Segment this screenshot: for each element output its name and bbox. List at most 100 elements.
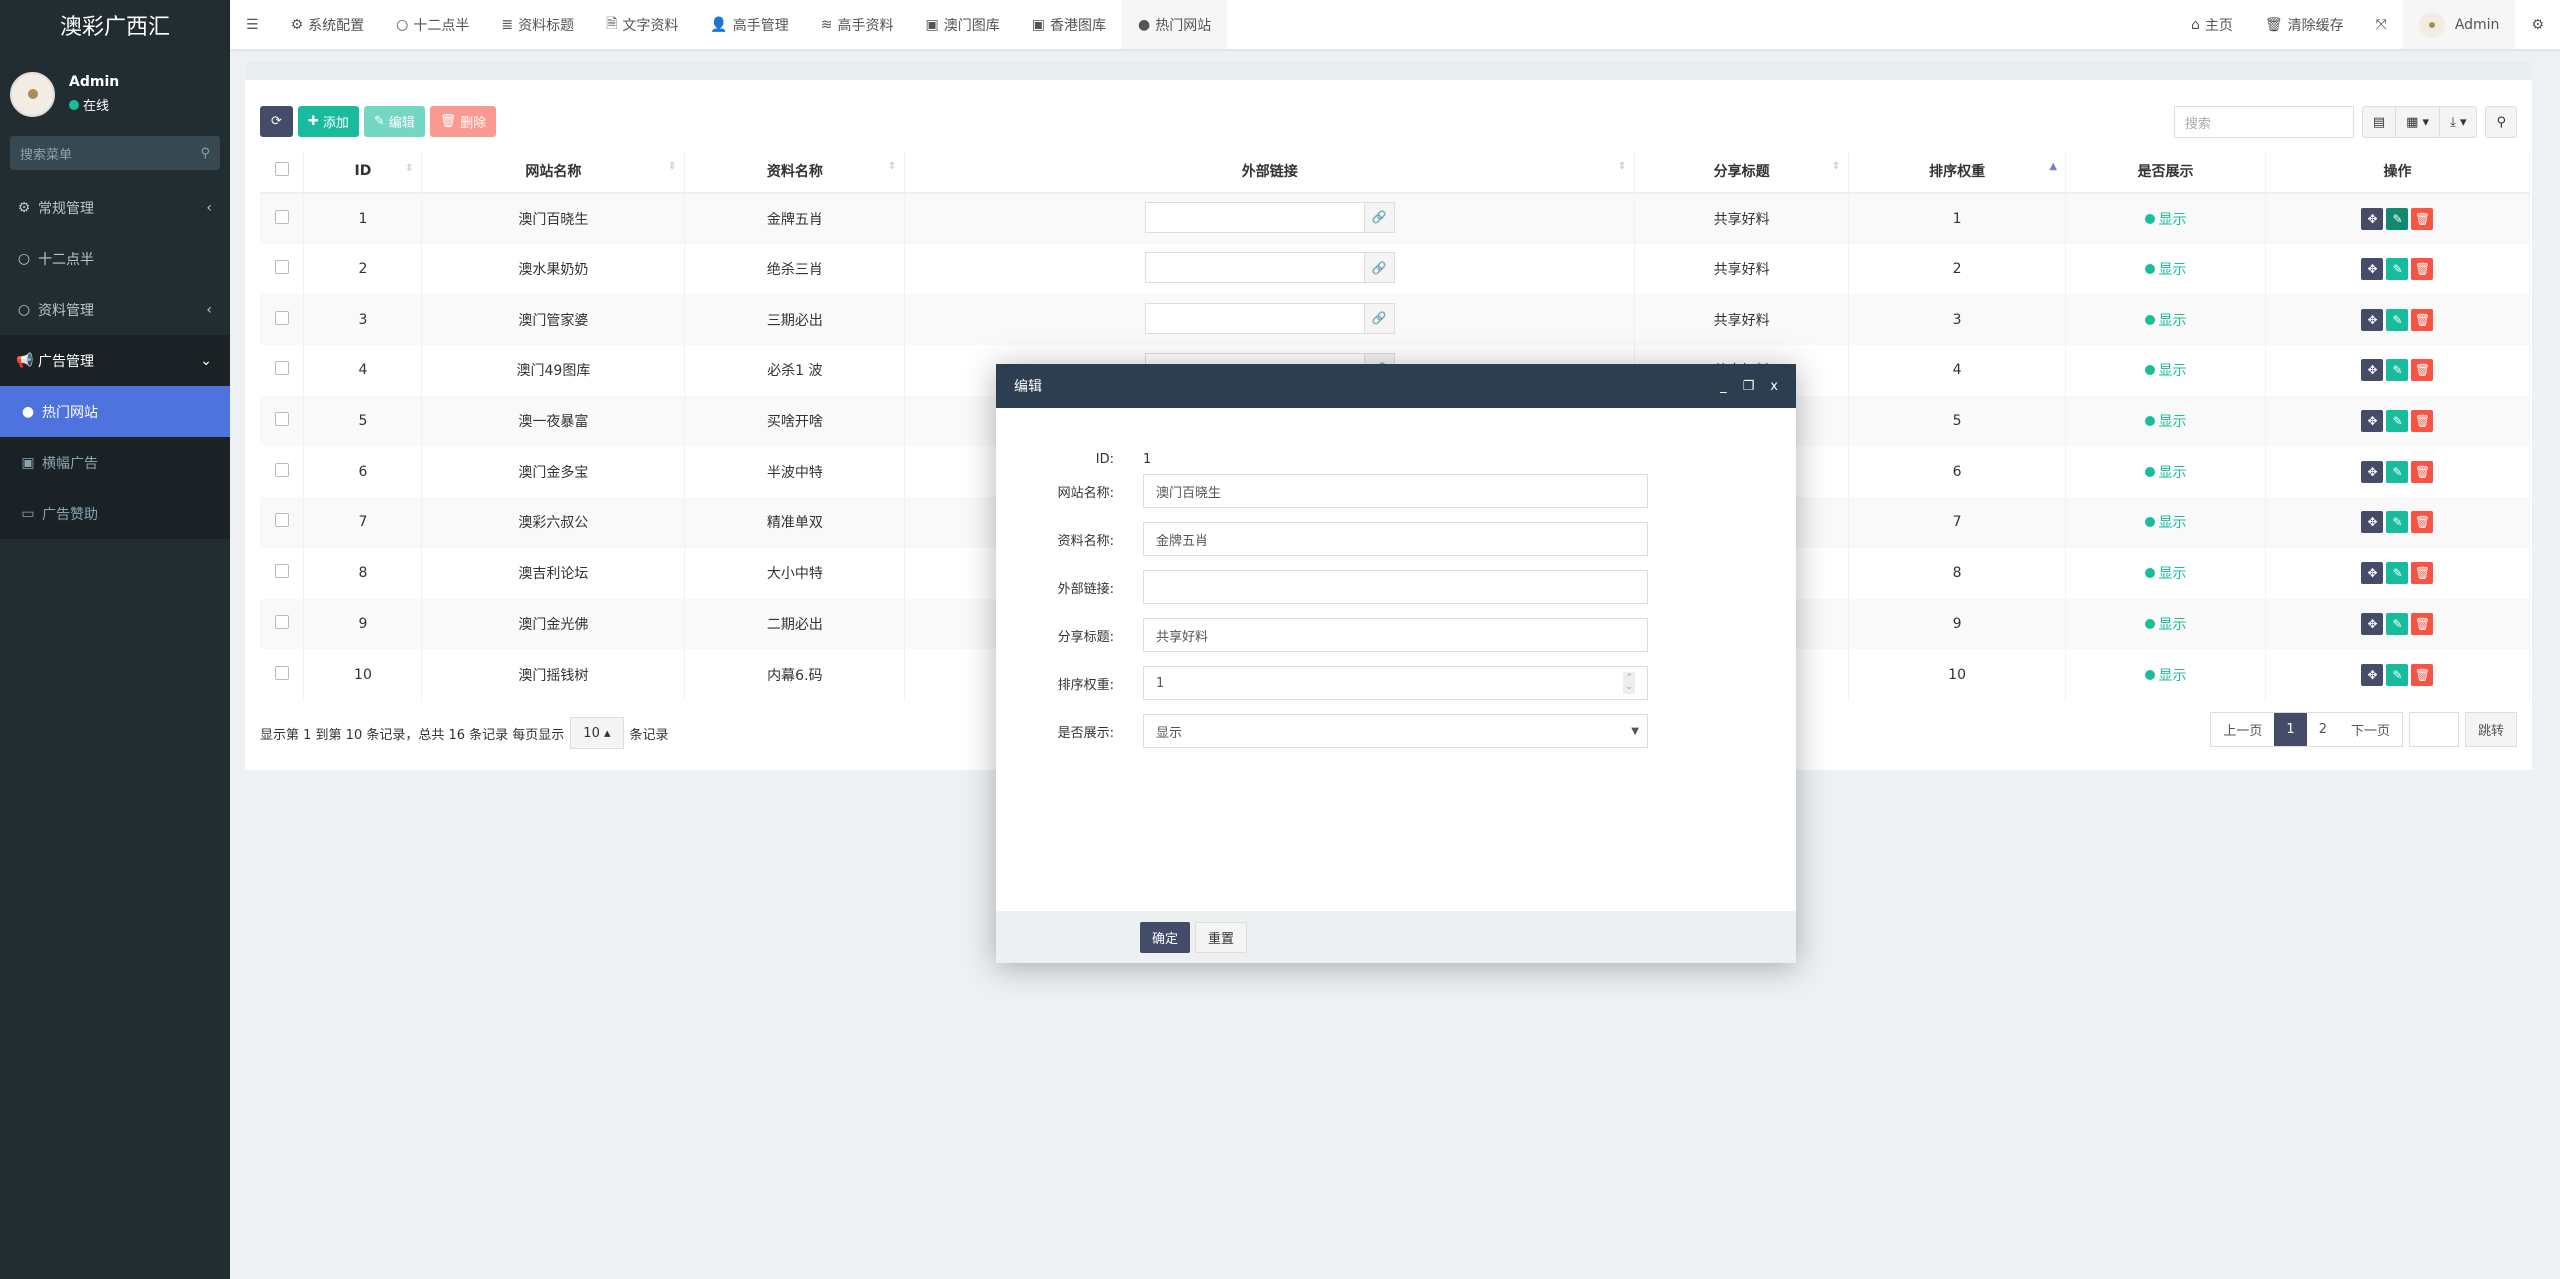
row-checkbox[interactable]	[260, 497, 305, 548]
edit-row-icon[interactable]: ✎	[2386, 612, 2409, 635]
sidebar-item-sponsor[interactable]: ▭ 广告赞助	[0, 488, 230, 539]
sidebar-item-hot-sites[interactable]: ● 热门网站	[0, 386, 230, 437]
cell-show[interactable]: 显示	[2065, 395, 2266, 447]
edit-button[interactable]: ✎ 编辑	[363, 106, 425, 137]
refresh-button[interactable]: ⟳	[260, 106, 293, 137]
page-2-button[interactable]: 2	[2306, 713, 2339, 746]
edit-row-icon[interactable]: ✎	[2386, 359, 2409, 382]
tab-hk-gallery[interactable]: ▣ 香港图库	[1031, 16, 1106, 34]
advanced-search-button[interactable]: ⚲	[2496, 114, 2506, 130]
next-page-button[interactable]: 下一页	[2338, 713, 2402, 746]
drag-icon[interactable]: ✥	[2361, 511, 2384, 534]
row-checkbox[interactable]	[260, 649, 305, 700]
col-name[interactable]: 资料名称 ⇕	[684, 150, 906, 194]
sidebar-item-1230[interactable]: ○ 十二点半	[17, 250, 94, 268]
tab-1230[interactable]: ○ 十二点半	[396, 16, 470, 34]
data-name-field[interactable]: 金牌五肖	[1143, 522, 1648, 556]
col-link[interactable]: 外部链接 ⇕	[904, 150, 1636, 194]
drag-icon[interactable]: ✥	[2361, 410, 2384, 433]
columns-button[interactable]: ▦ ▾	[2396, 107, 2441, 137]
link-input[interactable]	[1145, 202, 1364, 232]
edit-row-icon[interactable]: ✎	[2386, 511, 2409, 534]
delete-row-icon[interactable]: 🗑	[2411, 308, 2434, 331]
minimize-icon[interactable]: _	[1720, 378, 1727, 394]
cell-show[interactable]: 显示	[2065, 649, 2266, 700]
add-button[interactable]: ✚ 添加	[297, 106, 359, 137]
admin-menu[interactable]: Admin	[2402, 0, 2516, 49]
edit-row-icon[interactable]: ✎	[2386, 410, 2409, 433]
settings-button[interactable]: ⚙	[2515, 0, 2560, 49]
edit-row-icon[interactable]: ✎	[2386, 562, 2409, 585]
sidebar-item-general[interactable]: ⚙ 常规管理 ‹	[17, 199, 212, 217]
drag-icon[interactable]: ✥	[2361, 308, 2384, 331]
drag-icon[interactable]: ✥	[2361, 562, 2384, 585]
site-name-field[interactable]: 澳门百晓生	[1143, 474, 1648, 508]
edit-row-icon[interactable]: ✎	[2386, 258, 2409, 281]
drag-icon[interactable]: ✥	[2361, 258, 2384, 281]
sidebar-item-banner[interactable]: ▣ 横幅广告	[0, 437, 230, 488]
col-site[interactable]: 网站名称 ⇕	[421, 150, 686, 194]
cell-show[interactable]: 显示	[2065, 497, 2266, 548]
tab-system-config[interactable]: ⚙ 系统配置	[290, 16, 365, 34]
delete-row-icon[interactable]: 🗑	[2411, 663, 2434, 686]
link-icon[interactable]: 🔗	[1363, 253, 1394, 283]
row-checkbox[interactable]	[260, 243, 305, 295]
delete-row-icon[interactable]: 🗑	[2411, 410, 2434, 433]
edit-row-icon[interactable]: ✎	[2386, 308, 2409, 331]
edit-row-icon[interactable]: ✎	[2386, 207, 2409, 230]
external-link-field[interactable]	[1143, 570, 1648, 604]
menu-search-input[interactable]: 搜索菜单 ⚲	[10, 136, 220, 170]
row-checkbox[interactable]	[260, 598, 305, 650]
drag-icon[interactable]: ✥	[2361, 612, 2384, 635]
delete-row-icon[interactable]: 🗑	[2411, 511, 2434, 534]
col-share[interactable]: 分享标题 ⇕	[1634, 150, 1850, 194]
cell-show[interactable]: 显示	[2065, 598, 2266, 650]
tab-data-title[interactable]: ≣ 资料标题	[501, 16, 575, 34]
cell-show[interactable]: 显示	[2065, 547, 2266, 599]
link-icon[interactable]: 🔗	[1363, 303, 1394, 333]
row-checkbox[interactable]	[260, 395, 305, 447]
drag-icon[interactable]: ✥	[2361, 207, 2384, 230]
row-checkbox[interactable]	[260, 446, 305, 498]
fullscreen-button[interactable]: ⤧	[2360, 0, 2403, 49]
jump-button[interactable]: 跳转	[2465, 713, 2516, 746]
link-icon[interactable]: 🔗	[1363, 202, 1394, 232]
delete-row-icon[interactable]: 🗑	[2411, 562, 2434, 585]
weight-stepper[interactable]: 1 ⌃ ⌄	[1143, 666, 1648, 700]
cell-show[interactable]: 显示	[2065, 193, 2266, 244]
cell-show[interactable]: 显示	[2065, 294, 2266, 346]
cell-show[interactable]: 显示	[2065, 446, 2266, 498]
tab-text-data[interactable]: 🗎 文字资料	[590, 0, 694, 49]
sidebar-item-data[interactable]: ○ 资料管理 ‹	[17, 301, 212, 319]
tab-hot-sites[interactable]: ● 热门网站	[1121, 0, 1228, 49]
page-1-button[interactable]: 1	[2274, 713, 2307, 746]
edit-row-icon[interactable]: ✎	[2386, 663, 2409, 686]
delete-row-icon[interactable]: 🗑	[2411, 612, 2434, 635]
delete-row-icon[interactable]: 🗑	[2411, 258, 2434, 281]
delete-row-icon[interactable]: 🗑	[2411, 207, 2434, 230]
clear-cache-button[interactable]: 🗑 清除缓存	[2264, 16, 2344, 34]
jump-page-input[interactable]	[2408, 712, 2459, 747]
row-checkbox[interactable]	[260, 345, 305, 396]
col-weight[interactable]: 排序权重 ▲	[1848, 150, 2067, 194]
link-input[interactable]	[1145, 303, 1364, 333]
edit-row-icon[interactable]: ✎	[2386, 460, 2409, 483]
row-checkbox[interactable]	[260, 193, 305, 244]
drag-icon[interactable]: ✥	[2361, 460, 2384, 483]
maximize-icon[interactable]: ❐	[1742, 378, 1755, 394]
drag-icon[interactable]: ✥	[2361, 359, 2384, 382]
cell-show[interactable]: 显示	[2065, 243, 2266, 295]
cell-show[interactable]: 显示	[2065, 345, 2266, 396]
prev-page-button[interactable]: 上一页	[2211, 713, 2275, 746]
table-search-input[interactable]: 搜索	[2173, 106, 2354, 138]
tab-expert-manage[interactable]: 👤 高手管理	[710, 16, 789, 34]
reset-button[interactable]: 重置	[1195, 921, 1248, 953]
delete-row-icon[interactable]: 🗑	[2411, 460, 2434, 483]
delete-row-icon[interactable]: 🗑	[2411, 359, 2434, 382]
toggle-view-button[interactable]: ▤	[2363, 107, 2397, 137]
drag-icon[interactable]: ✥	[2361, 663, 2384, 686]
tab-macau-gallery[interactable]: ▣ 澳门图库	[925, 16, 1000, 34]
menu-toggle[interactable]: ☰	[230, 0, 275, 49]
delete-button[interactable]: 🗑 删除	[429, 106, 497, 137]
row-checkbox[interactable]	[260, 547, 305, 599]
